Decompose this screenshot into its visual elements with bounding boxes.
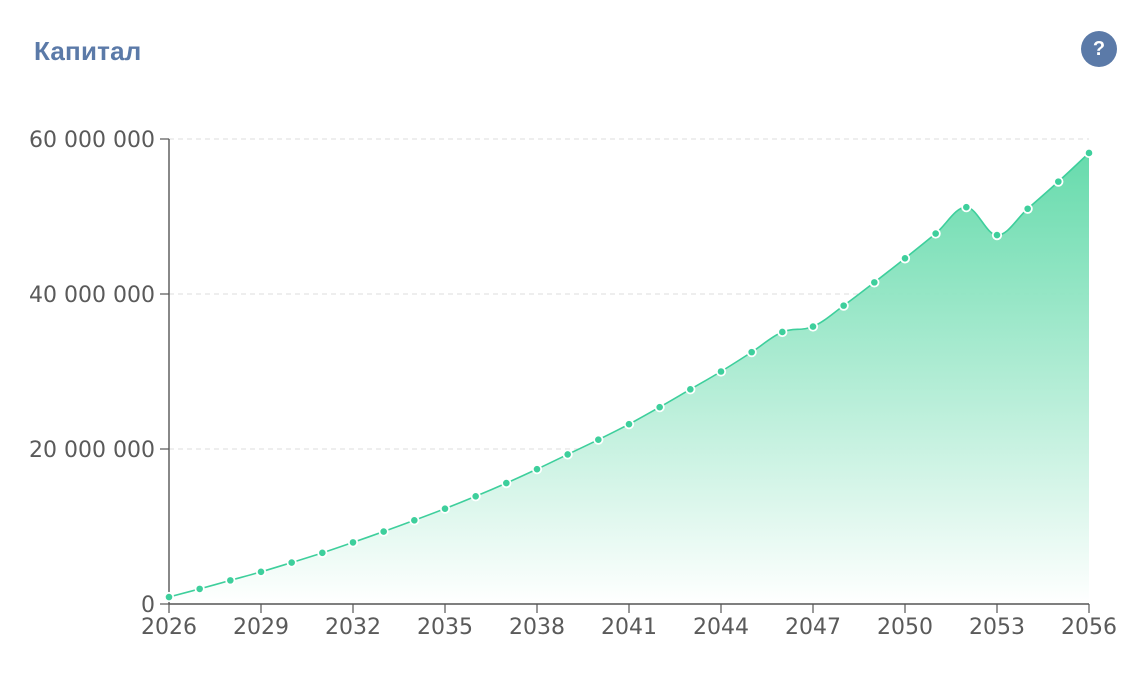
data-point[interactable]: [869, 277, 880, 288]
y-tick-label: 0: [141, 593, 155, 618]
x-tick-label: 2026: [141, 615, 197, 640]
data-point[interactable]: [746, 347, 757, 358]
data-point[interactable]: [378, 526, 389, 537]
y-tick-label: 40 000 000: [29, 283, 155, 308]
data-point[interactable]: [1083, 147, 1095, 159]
data-point[interactable]: [255, 566, 267, 577]
x-tick-label: 2047: [785, 615, 841, 640]
x-tick-label: 2029: [233, 615, 289, 640]
data-point[interactable]: [347, 537, 359, 548]
data-point[interactable]: [1022, 203, 1033, 214]
y-tick-label: 20 000 000: [29, 438, 155, 463]
help-button[interactable]: ?: [1081, 31, 1117, 67]
data-point[interactable]: [163, 591, 175, 603]
data-point[interactable]: [225, 575, 236, 586]
capital-area: [169, 152, 1089, 604]
data-point[interactable]: [317, 547, 328, 558]
chart-title: Капитал: [34, 36, 142, 66]
data-point[interactable]: [194, 583, 205, 594]
x-tick-label: 2044: [693, 615, 749, 640]
x-tick-label: 2032: [325, 615, 381, 640]
data-point[interactable]: [531, 464, 543, 475]
data-point[interactable]: [562, 449, 573, 460]
data-point[interactable]: [807, 321, 819, 332]
data-point[interactable]: [991, 230, 1003, 241]
data-point[interactable]: [286, 557, 297, 568]
data-point[interactable]: [930, 228, 941, 239]
data-point[interactable]: [685, 384, 696, 395]
x-tick-label: 2038: [509, 615, 565, 640]
data-point[interactable]: [715, 366, 727, 377]
data-point[interactable]: [777, 326, 788, 338]
data-point[interactable]: [470, 491, 481, 502]
x-tick-label: 2035: [417, 615, 473, 640]
data-point[interactable]: [409, 515, 420, 526]
data-point[interactable]: [593, 434, 604, 445]
y-tick-label: 60 000 000: [29, 128, 155, 153]
data-point[interactable]: [654, 402, 665, 413]
x-tick-label: 2053: [969, 615, 1025, 640]
data-point[interactable]: [838, 300, 849, 311]
data-point[interactable]: [501, 477, 512, 489]
x-tick-label: 2050: [877, 615, 933, 640]
data-point[interactable]: [1053, 176, 1064, 187]
x-tick-label: 2056: [1061, 615, 1117, 640]
data-point[interactable]: [899, 253, 911, 264]
data-point[interactable]: [961, 202, 972, 213]
data-point[interactable]: [623, 419, 635, 430]
data-point[interactable]: [439, 503, 451, 514]
x-tick-label: 2041: [601, 615, 657, 640]
